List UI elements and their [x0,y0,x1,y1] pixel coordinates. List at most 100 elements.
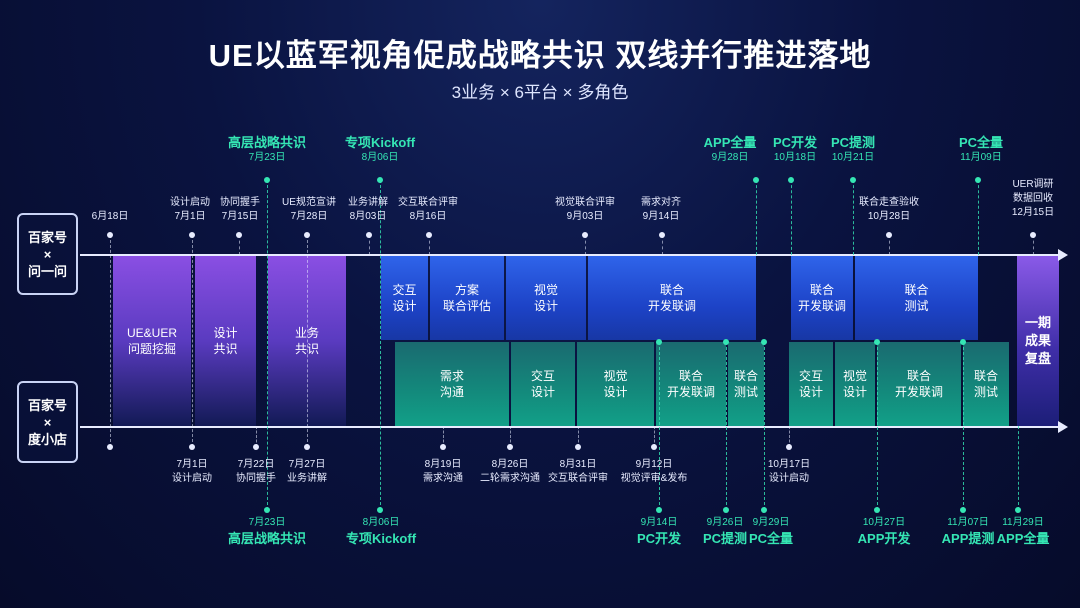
connector [267,180,268,510]
timeline-dot [886,232,892,238]
timeline-dot [788,177,794,183]
milestone-name: PC全量 [748,531,794,546]
top-milestone: PC全量 11月09日 [959,134,1003,165]
event-name: 交互联合评审 [398,197,458,208]
timeline-dot [304,232,310,238]
event-date: 8月26日 [491,459,529,470]
connector [791,180,792,255]
milestone-name: 高层战略共识 [227,531,307,546]
page-subtitle: 3业务 × 6平台 × 多角色 [451,83,629,102]
milestone-name: APP提测 [941,531,995,546]
event-name: 交互联合评审 [548,473,608,484]
top-event: 业务讲解 8月03日 [348,196,388,224]
event-date: 7月1日 [174,211,206,222]
event-date: 10月28日 [867,211,911,222]
event-date: 10月17日 [767,459,811,470]
event-name: 二轮需求沟通 [480,473,540,484]
bottom-phase-visual: 视觉 设计 [577,342,654,426]
top-milestone: APP全量 9月28日 [704,134,757,165]
bottom-phase-test-2: 联合 测试 [963,342,1009,426]
timeline-dot [656,339,662,345]
milestone-name: APP全量 [703,135,757,150]
top-phase-ue-uer: UE&UER 问题挖掘 [113,256,191,426]
event-name: 设计启动 [172,473,212,484]
bottom-event: 7月1日 设计启动 [172,458,212,486]
event-date: 9月12日 [635,459,673,470]
event-name: UE规范宣讲 [282,197,336,208]
timeline-dot [507,444,513,450]
timeline-dot [960,507,966,513]
milestone-date: 10月27日 [862,517,906,528]
connector [510,426,511,447]
connector [978,180,979,255]
event-name: UER调研 数据回收 [1012,179,1054,204]
timeline-dot [1015,507,1021,513]
bottom-axis-arrow-icon [1058,421,1068,433]
milestone-date: 11月07日 [947,517,989,528]
timeline-dot [874,507,880,513]
event-date: 8月31日 [559,459,597,470]
timeline-dot [656,507,662,513]
event-name: 业务讲解 [287,473,327,484]
top-phase-dev-1: 联合 开发联调 [588,256,756,340]
timeline-dot [651,444,657,450]
timeline-dot [723,507,729,513]
event-name: 业务讲解 [348,197,388,208]
timeline-dot [723,339,729,345]
milestone-name: PC全量 [958,135,1004,150]
top-phase-visual: 视觉 设计 [506,256,586,340]
timeline-dot [850,177,856,183]
connector [239,235,240,255]
milestone-date: 8月06日 [361,152,399,163]
milestone-name: 专项Kickoff [344,135,416,150]
top-milestone: PC开发 10月18日 [773,134,817,165]
bottom-phase-visual-2: 视觉 设计 [835,342,875,426]
event-date: 12月15日 [1011,207,1055,218]
milestone-name: APP全量 [996,531,1050,546]
bottom-phase-dev-1: 联合 开发联调 [656,342,726,426]
timeline-dot [582,232,588,238]
connector [192,235,193,447]
milestone-date: 9月26日 [706,517,744,528]
bottom-phase-requirements: 需求 沟通 [395,342,509,426]
top-phase-design-consensus: 设计 共识 [195,256,256,426]
connector [110,235,111,447]
milestone-date: 10月21日 [831,152,875,163]
event-name: 联合走查验收 [859,197,919,208]
top-event: 需求对齐 9月14日 [641,196,681,224]
timeline-dot [440,444,446,450]
bottom-milestone: 11月29日 APP全量 [997,516,1050,547]
connector [662,235,663,255]
event-name: 视觉评审&发布 [620,473,688,484]
timeline-dot [1030,232,1036,238]
milestone-date: 9月14日 [640,517,678,528]
top-event: 联合走查验收 10月28日 [859,196,919,224]
event-date: 7月27日 [288,459,326,470]
milestone-date: 9月28日 [711,152,749,163]
top-event: 交互联合评审 8月16日 [398,196,458,224]
bottom-milestone: 9月14日 PC开发 [637,516,681,547]
milestone-name: PC开发 [636,531,682,546]
bottom-milestone: 9月26日 PC提测 [703,516,747,547]
bottom-phase-interaction: 交互 设计 [511,342,575,426]
timeline-dot [107,232,113,238]
connector [889,235,890,255]
connector [307,235,308,447]
row-label-bottom: 百家号 × 度小店 [17,381,78,463]
connector [756,180,757,255]
bottom-event: 8月19日 需求沟通 [423,458,463,486]
bottom-phase-dev-2: 联合 开发联调 [877,342,961,426]
connector [877,342,878,510]
event-name: 需求对齐 [641,197,681,208]
connector [1018,426,1019,510]
event-date: 9月03日 [566,211,604,222]
connector [659,342,660,510]
milestone-name: 专项Kickoff [345,531,417,546]
top-phase-interaction: 交互 设计 [381,256,428,340]
event-name: 设计启动 [769,473,809,484]
timeline-dot [761,507,767,513]
event-name: 需求沟通 [423,473,463,484]
event-name: 设计启动 [170,197,210,208]
timeline-dot [253,444,259,450]
row-label-top: 百家号 × 问一问 [17,213,78,295]
